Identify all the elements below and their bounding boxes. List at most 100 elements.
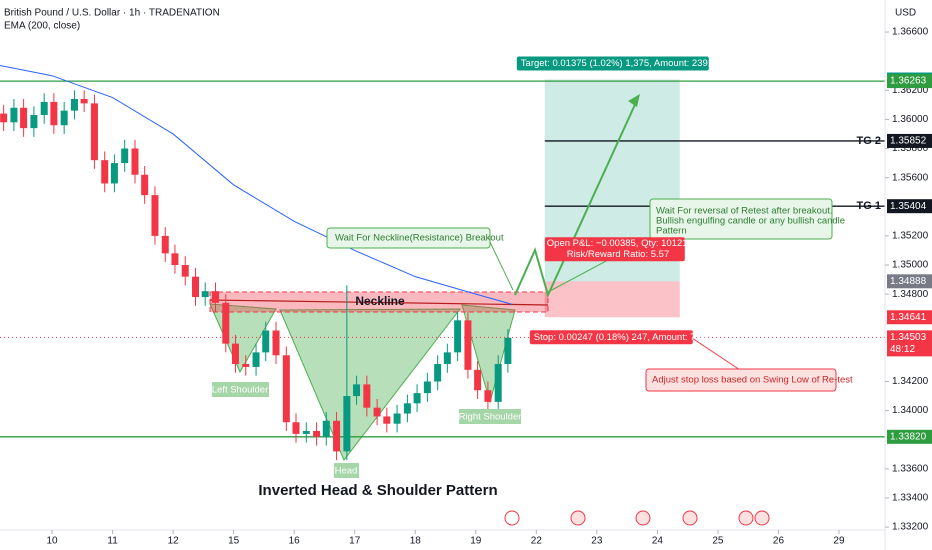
candle-body — [313, 430, 321, 437]
price-label: 1.33820 — [890, 431, 927, 442]
candle-body — [252, 352, 260, 367]
x-tick-label: 22 — [531, 536, 543, 547]
candle-body — [70, 99, 78, 111]
price-label: 1.35404 — [890, 201, 927, 212]
x-tick-label: 16 — [289, 536, 301, 547]
level-name: TG 1 — [857, 200, 881, 212]
event-icon[interactable] — [682, 510, 698, 526]
price-label-bg — [887, 199, 932, 214]
target-label: Target: 0.01375 (1.02%) 1,375, Amount: 2… — [521, 58, 721, 69]
plot — [0, 65, 885, 461]
event-icon[interactable] — [738, 510, 754, 526]
note: Wait For Neckline(Resistance) Breakout — [335, 233, 504, 244]
candle-body — [30, 115, 38, 129]
stop-zone — [544, 281, 680, 318]
candle-body — [161, 235, 169, 254]
candle-body — [504, 337, 512, 365]
y-tick-label: 1.36200 — [892, 85, 929, 96]
candle-body — [423, 381, 431, 394]
candle-body — [171, 253, 179, 265]
event-icon[interactable] — [754, 510, 770, 526]
price-label-bg — [887, 133, 932, 148]
candle-body — [282, 355, 290, 423]
candle-body — [494, 364, 502, 402]
note: Pattern — [656, 226, 687, 237]
y-tick-label: 1.34000 — [892, 405, 929, 416]
x-tick-label: 26 — [773, 536, 785, 547]
label: Head — [335, 466, 358, 477]
y-tick-label: 1.33400 — [892, 493, 929, 504]
price-label: 1.36263 — [890, 76, 927, 87]
arrow-head — [628, 94, 640, 107]
candle-body — [201, 291, 209, 298]
candle-body — [403, 403, 411, 414]
price-label: 1.34888 — [890, 276, 927, 287]
y-tick-label: 1.35200 — [892, 231, 929, 242]
y-tick-label: 1.35800 — [892, 143, 929, 154]
note-box — [645, 368, 837, 392]
x-tick-label: 12 — [168, 536, 180, 547]
candle-body — [192, 276, 200, 298]
candle-body — [80, 99, 88, 104]
x-tick-label: 18 — [410, 536, 422, 547]
event-icon[interactable] — [635, 510, 651, 526]
candle-body — [222, 302, 230, 344]
chart-title: British Pound / U.S. Dollar · 1h · TRADE… — [4, 8, 220, 19]
note-box — [649, 198, 833, 240]
countdown: 48:12 — [890, 344, 915, 355]
event-icon[interactable] — [504, 510, 520, 526]
candle-body — [443, 352, 451, 365]
candle-body — [262, 330, 270, 353]
candle-body — [141, 174, 149, 196]
note: Wait For reversal of Retest after breako… — [656, 206, 833, 217]
x-tick-label: 19 — [470, 536, 482, 547]
price-label-bg — [887, 74, 932, 89]
y-tick-label: 1.35000 — [892, 260, 929, 271]
pnl-label: Risk/Reward Ratio: 5.57 — [567, 249, 669, 260]
overlays: Wait For Neckline(Resistance) Breakout W… — [4, 8, 916, 526]
x-tick-label: 25 — [712, 536, 724, 547]
pnl-bg — [544, 237, 685, 262]
y-tick-label: 1.33600 — [892, 463, 929, 474]
candle-body — [231, 343, 239, 365]
event-icon[interactable] — [570, 510, 586, 526]
x-tick-label: 23 — [591, 536, 603, 547]
y-tick-label: 1.36600 — [892, 27, 929, 38]
label-box — [334, 463, 359, 478]
candle-body — [10, 107, 18, 123]
candle-body — [302, 430, 310, 434]
candle-body — [353, 384, 361, 397]
price-label: 1.34503 — [890, 332, 927, 343]
candle-body — [211, 291, 219, 303]
label: Right Shoulder — [459, 412, 522, 423]
level-name: TG 2 — [857, 135, 881, 147]
right-shoulder-shape — [461, 304, 516, 404]
candle-body — [272, 330, 280, 356]
candle-body — [101, 160, 109, 184]
x-tick-label: 10 — [46, 536, 58, 547]
candle-body — [434, 364, 442, 382]
note-box — [326, 227, 491, 249]
candle-body — [413, 393, 421, 404]
candle-body — [151, 195, 159, 236]
candle-body — [383, 416, 391, 424]
candle-body — [464, 320, 472, 370]
note: Adjust stop loss based on Swing Low of R… — [652, 375, 853, 386]
candle-body — [242, 364, 250, 367]
stop-label: Stop: 0.00247 (0.18%) 247, Amount: 750 — [534, 332, 706, 343]
price-label: 1.34641 — [890, 312, 927, 323]
callout-line — [489, 241, 514, 291]
y-tick-label: 1.33200 — [892, 522, 929, 533]
x-tick-label: 29 — [833, 536, 845, 547]
candle-body — [363, 384, 371, 408]
neckline-label: Neckline — [355, 294, 405, 308]
candle-body — [292, 422, 300, 434]
candle-body — [40, 101, 48, 116]
price-label-bg — [887, 330, 932, 357]
label-box — [212, 382, 269, 397]
price-label-bg — [887, 429, 932, 444]
projection-arrow — [514, 97, 639, 298]
